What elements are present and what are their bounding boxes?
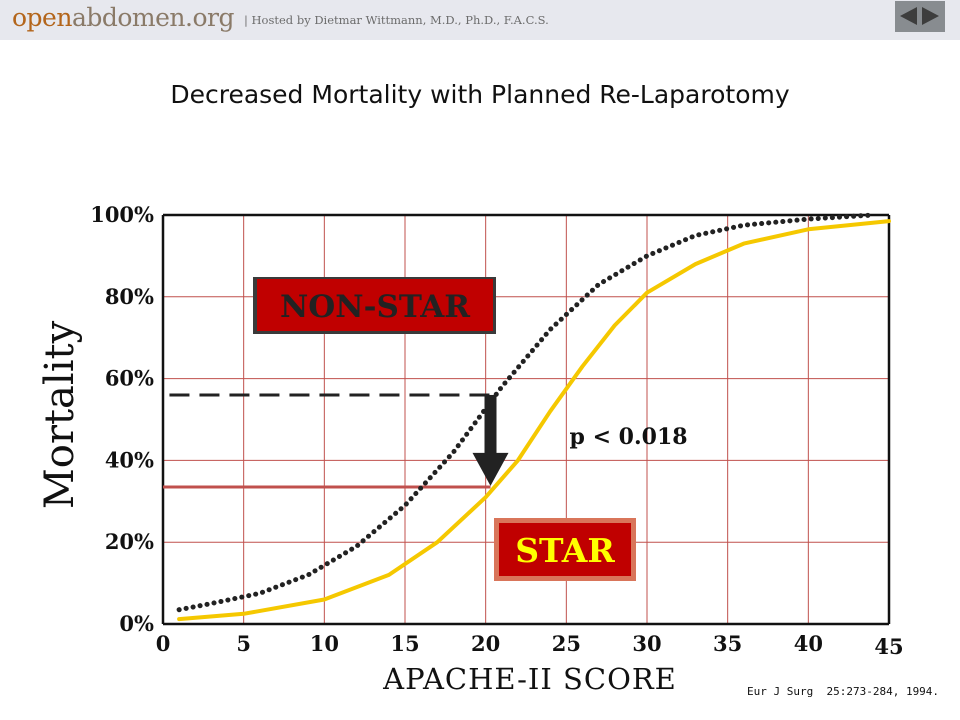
- x-tick-label: 5: [236, 631, 251, 656]
- y-tick-label: 20%: [105, 529, 154, 554]
- series: [176, 212, 891, 622]
- x-tick-label: 35: [713, 631, 742, 656]
- header-bar: openabdomen.org | Hosted by Dietmar Witt…: [0, 0, 960, 40]
- x-tick-label: 10: [310, 631, 339, 656]
- slide-nav: [895, 1, 945, 32]
- down-arrow-shaft: [484, 394, 497, 455]
- non-star-label-box: [257, 279, 493, 331]
- next-arrow-icon[interactable]: [922, 7, 939, 25]
- x-tick-label: 30: [632, 631, 661, 656]
- y-tick-label: 100%: [90, 202, 154, 227]
- y-tick-label: 0%: [119, 611, 154, 636]
- series-line-star: [177, 219, 891, 622]
- site-name-open: open: [12, 3, 72, 32]
- y-axis-title: Mortality: [37, 320, 83, 509]
- hosted-by-text: | Hosted by Dietmar Wittmann, M.D., Ph.D…: [244, 13, 549, 27]
- annotations: [163, 393, 509, 489]
- series-line-non-star: [176, 212, 876, 613]
- x-tick-label: 0: [156, 631, 171, 656]
- x-tick-label: 40: [794, 631, 823, 656]
- x-tick-label: 15: [390, 631, 419, 656]
- x-tick-label: 45: [874, 634, 903, 659]
- x-axis-title: APACHE-II SCORE: [382, 662, 677, 696]
- star-label: STAR: [515, 531, 615, 570]
- y-tick-label: 60%: [105, 366, 154, 391]
- chart-labels: 0% 20% 40% 60% 80% 100% 0 5 10 15 20 25 30 35 40 45 APAC…: [37, 202, 904, 696]
- previous-arrow-icon[interactable]: [900, 7, 917, 25]
- x-tick-label: 20: [471, 631, 500, 656]
- p-value-text: p < 0.018: [570, 424, 688, 450]
- slide-title: Decreased Mortality with Planned Re-Lapa…: [170, 80, 790, 109]
- site-logo[interactable]: openabdomen.org: [12, 3, 234, 32]
- citation: Eur J Surg 25:273-284, 1994.: [747, 685, 940, 698]
- y-tick-label: 80%: [105, 284, 154, 309]
- grid: [163, 215, 889, 624]
- axes: [161, 213, 891, 626]
- down-arrow-head: [472, 452, 509, 486]
- star-label-box: [499, 523, 631, 576]
- site-name-rest: abdomen.org: [71, 3, 235, 32]
- x-tick-label: 25: [552, 631, 581, 656]
- non-star-label: NON-STAR: [280, 289, 470, 325]
- y-tick-label: 40%: [105, 447, 154, 472]
